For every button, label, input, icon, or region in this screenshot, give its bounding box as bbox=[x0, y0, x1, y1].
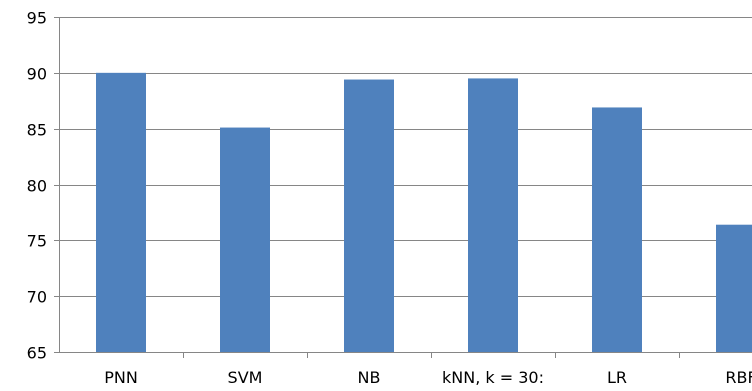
bar bbox=[344, 79, 394, 353]
y-tick-label: 70 bbox=[27, 288, 47, 307]
x-tick-label: SVM bbox=[228, 368, 263, 387]
bars bbox=[96, 72, 752, 353]
y-tick-label: 90 bbox=[27, 65, 47, 84]
bar bbox=[716, 224, 752, 352]
x-tick-labels: PNN SVM NB kNN, k = 30: LR RBF bbox=[104, 368, 752, 387]
bar bbox=[592, 107, 642, 352]
x-tick-label: PNN bbox=[104, 368, 138, 387]
y-tick-label: 80 bbox=[27, 177, 47, 196]
axes bbox=[59, 17, 752, 358]
x-tick-label: kNN, k = 30: bbox=[442, 368, 544, 387]
gridlines bbox=[59, 17, 752, 297]
y-tick-label: 85 bbox=[27, 121, 47, 140]
x-tick-label: NB bbox=[358, 368, 381, 387]
y-tick-label: 95 bbox=[27, 9, 47, 28]
x-tick-label: LR bbox=[607, 368, 627, 387]
x-tick-label: RBF bbox=[725, 368, 752, 387]
y-tick-labels: 65 70 75 80 85 90 95 bbox=[27, 9, 59, 363]
bar bbox=[468, 78, 518, 353]
bar bbox=[96, 72, 146, 352]
y-tick-label: 75 bbox=[27, 232, 47, 251]
y-tick-label: 65 bbox=[27, 344, 47, 363]
bar bbox=[220, 127, 270, 352]
